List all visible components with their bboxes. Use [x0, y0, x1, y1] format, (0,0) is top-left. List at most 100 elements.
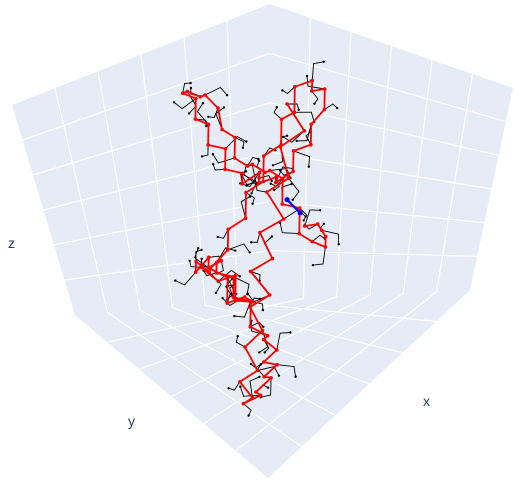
backbone-atom[interactable]: [262, 374, 267, 379]
backbone-atom[interactable]: [274, 175, 278, 179]
side-chain-atom[interactable]: [172, 101, 176, 104]
side-chain-atom[interactable]: [188, 259, 191, 262]
backbone-atom[interactable]: [310, 89, 314, 93]
backbone-atom[interactable]: [263, 170, 267, 175]
side-chain-atom[interactable]: [174, 279, 177, 282]
backbone-atom[interactable]: [273, 180, 278, 185]
backbone-atom[interactable]: [245, 164, 250, 168]
backbone-atom[interactable]: [268, 168, 272, 173]
backbone-atom[interactable]: [279, 143, 283, 147]
side-chain-atom[interactable]: [245, 293, 249, 296]
side-chain-atom[interactable]: [318, 209, 322, 212]
backbone-atom[interactable]: [258, 230, 262, 235]
side-chain-atom[interactable]: [205, 124, 208, 128]
backbone-atom[interactable]: [220, 127, 224, 132]
backbone-atom[interactable]: [265, 190, 269, 194]
side-chain-atom[interactable]: [248, 251, 251, 254]
backbone-atom[interactable]: [214, 260, 219, 265]
side-chain-atom[interactable]: [221, 297, 224, 300]
backbone-atom[interactable]: [214, 271, 219, 275]
backbone-atom[interactable]: [256, 181, 261, 186]
backbone-atom[interactable]: [180, 91, 185, 95]
backbone-atom[interactable]: [250, 396, 255, 400]
backbone-atom[interactable]: [198, 95, 203, 99]
side-chain-atom[interactable]: [238, 275, 241, 278]
backbone-atom[interactable]: [291, 149, 296, 153]
backbone-atom[interactable]: [302, 224, 307, 228]
backbone-atom[interactable]: [309, 122, 314, 127]
side-chain-atom[interactable]: [251, 202, 254, 205]
side-chain-atom[interactable]: [187, 112, 191, 115]
side-chain-atom[interactable]: [233, 314, 236, 318]
side-chain-atom[interactable]: [305, 74, 309, 78]
side-chain-atom[interactable]: [336, 106, 339, 110]
backbone-atom[interactable]: [185, 89, 190, 94]
side-chain-atom[interactable]: [212, 163, 215, 166]
side-chain-atom[interactable]: [239, 385, 242, 388]
backbone-atom[interactable]: [225, 301, 229, 305]
backbone-atom[interactable]: [233, 298, 238, 303]
side-chain-atom[interactable]: [337, 243, 340, 246]
backbone-atom[interactable]: [193, 270, 198, 274]
side-chain-atom[interactable]: [281, 89, 284, 92]
side-chain-atom[interactable]: [270, 235, 274, 238]
side-chain-atom[interactable]: [289, 331, 292, 334]
side-chain-atom[interactable]: [200, 155, 204, 158]
side-chain-atom[interactable]: [216, 235, 219, 239]
backbone-atom[interactable]: [248, 324, 253, 329]
backbone-atom[interactable]: [219, 258, 224, 263]
backbone-atom[interactable]: [285, 102, 289, 106]
side-chain-atom[interactable]: [311, 264, 315, 267]
backbone-atom[interactable]: [243, 216, 248, 220]
side-chain-atom[interactable]: [294, 375, 297, 378]
side-chain-atom[interactable]: [234, 249, 237, 252]
side-chain-atom[interactable]: [322, 222, 326, 225]
side-chain-atom[interactable]: [277, 374, 281, 377]
backbone-atom[interactable]: [242, 295, 247, 299]
side-chain-atom[interactable]: [241, 146, 245, 149]
backbone-atom[interactable]: [319, 228, 324, 233]
backbone-atom[interactable]: [244, 190, 248, 195]
side-chain-atom[interactable]: [245, 184, 248, 187]
backbone-atom[interactable]: [254, 390, 258, 394]
backbone-atom[interactable]: [275, 362, 279, 367]
side-chain-atom[interactable]: [249, 362, 253, 366]
backbone-atom[interactable]: [216, 106, 220, 110]
backbone-atom[interactable]: [310, 239, 315, 244]
backbone-atom[interactable]: [261, 154, 266, 158]
backbone-atom[interactable]: [297, 231, 302, 236]
backbone-atom[interactable]: [255, 368, 260, 373]
backbone-atom[interactable]: [206, 143, 210, 147]
side-chain-atom[interactable]: [200, 257, 203, 260]
side-chain-atom[interactable]: [258, 375, 261, 379]
side-chain-atom[interactable]: [201, 101, 205, 105]
side-chain-atom[interactable]: [307, 165, 310, 168]
side-chain-atom[interactable]: [189, 81, 192, 85]
backbone-atom[interactable]: [248, 269, 253, 274]
backbone-atom[interactable]: [279, 117, 284, 122]
backbone-atom[interactable]: [322, 107, 327, 112]
side-chain-atom[interactable]: [285, 134, 289, 137]
backbone-atom[interactable]: [265, 333, 270, 338]
side-chain-atom[interactable]: [247, 414, 250, 417]
side-chain-atom[interactable]: [257, 159, 261, 163]
backbone-atom[interactable]: [216, 279, 221, 284]
backbone-atom[interactable]: [260, 328, 265, 333]
side-chain-atom[interactable]: [227, 387, 230, 390]
backbone-atom[interactable]: [240, 181, 244, 186]
backbone-atom[interactable]: [323, 234, 328, 239]
backbone-atom[interactable]: [297, 206, 302, 210]
side-chain-atom[interactable]: [214, 291, 218, 295]
backbone-atom[interactable]: [233, 135, 237, 140]
side-chain-atom[interactable]: [261, 308, 265, 312]
side-chain-atom[interactable]: [263, 351, 266, 354]
backbone-atom[interactable]: [315, 222, 320, 226]
side-chain-atom[interactable]: [275, 106, 278, 109]
side-chain-atom[interactable]: [291, 198, 294, 201]
backbone-atom[interactable]: [203, 93, 207, 97]
side-chain-atom[interactable]: [271, 164, 275, 167]
side-chain-atom[interactable]: [207, 115, 210, 119]
backbone-atom[interactable]: [267, 293, 272, 297]
backbone-atom[interactable]: [251, 300, 255, 304]
backbone-atom[interactable]: [302, 129, 307, 133]
